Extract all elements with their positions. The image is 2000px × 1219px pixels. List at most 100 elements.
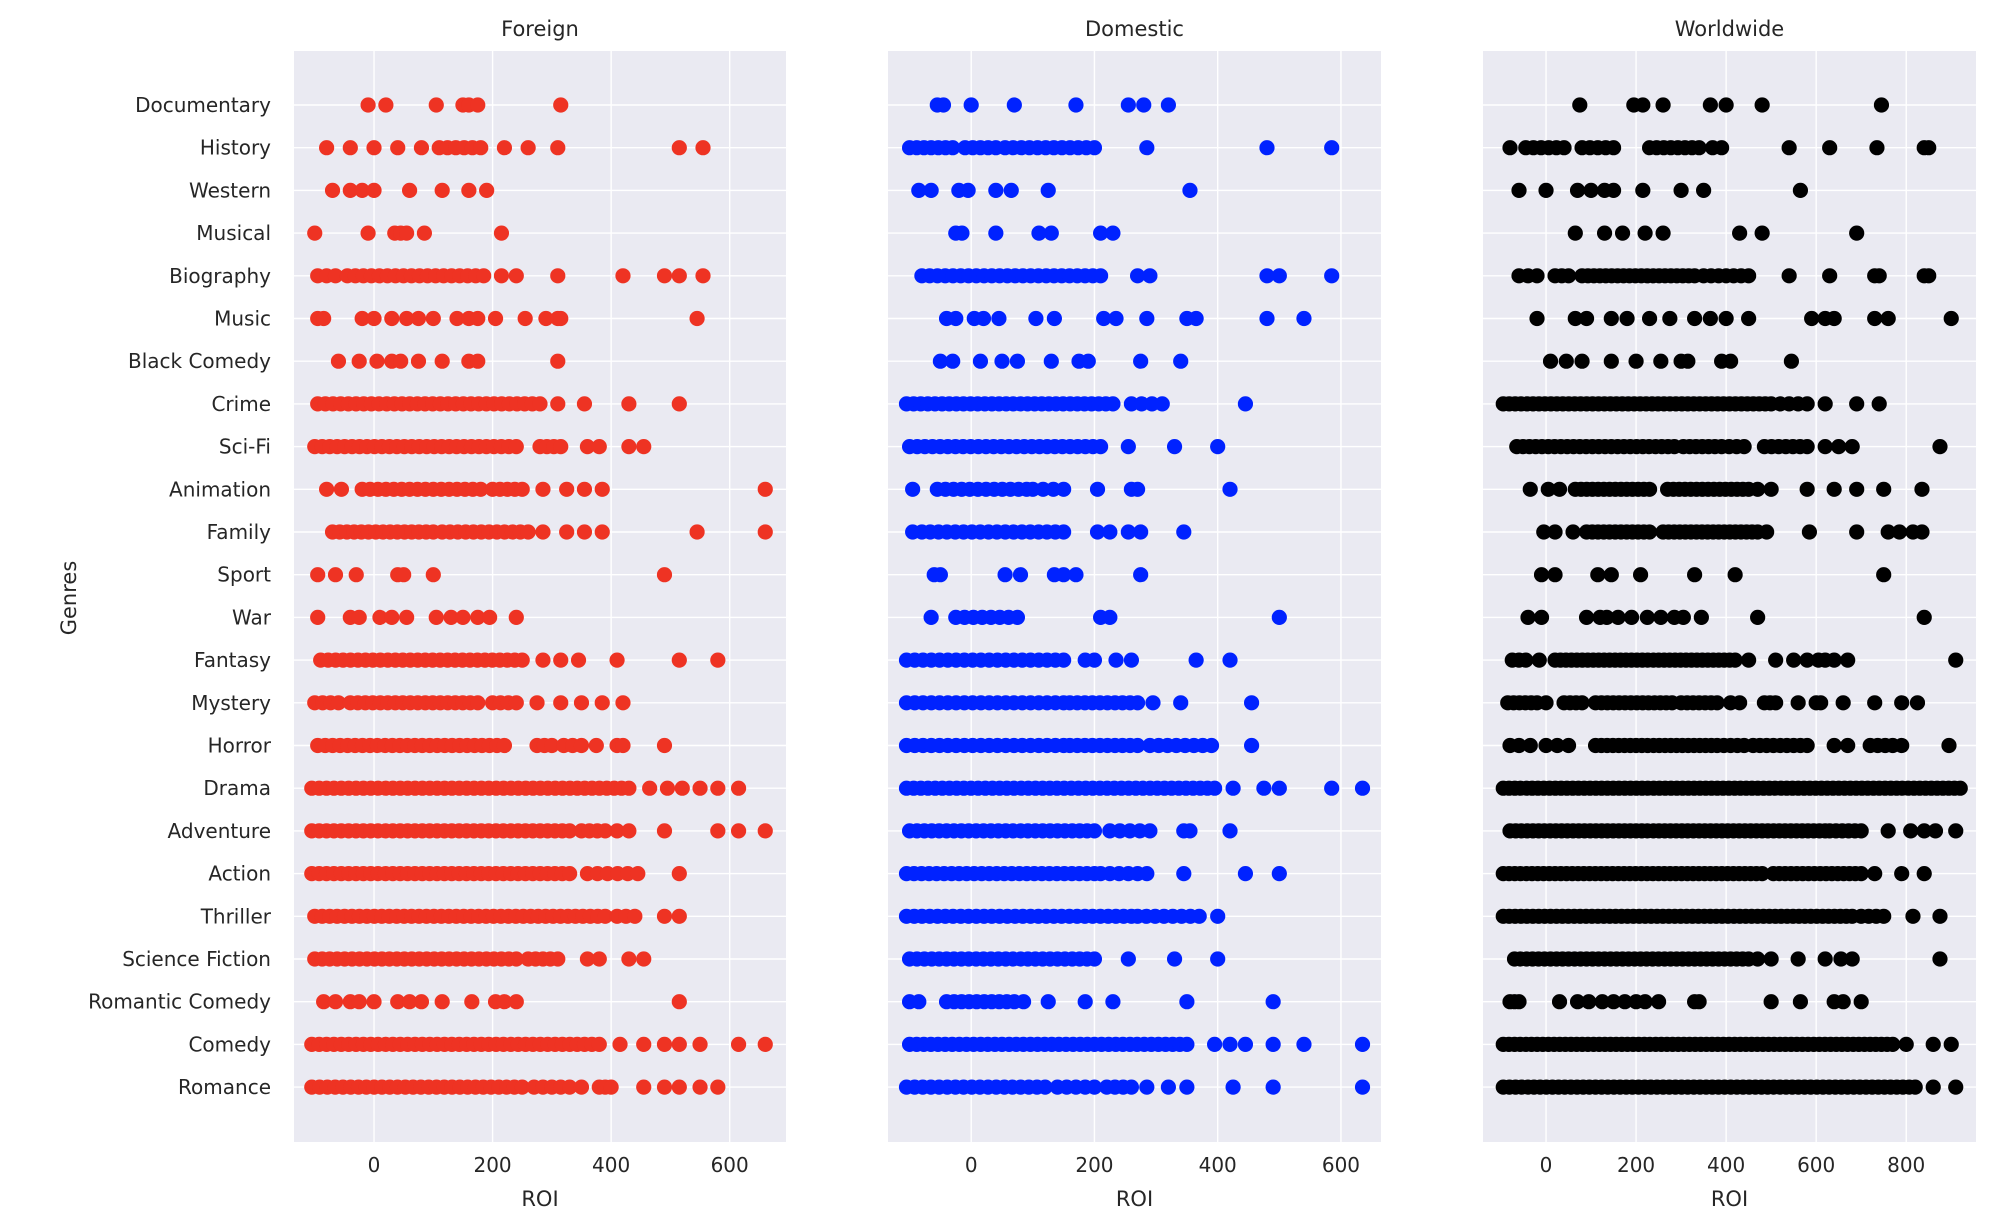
point-music [1702,310,1718,327]
point-music [449,310,465,327]
point-western [479,182,495,198]
point-documentary [1120,97,1136,113]
point-biography [1259,268,1275,284]
point-adventure [656,823,673,839]
point-music [384,310,400,327]
point-war [1520,609,1536,626]
point-history [473,140,489,156]
point-animation [319,481,335,497]
point-romantic-comedy [434,994,450,1010]
point-sport [1068,567,1084,583]
point-black-comedy [1628,353,1644,369]
point-musical [1596,225,1613,241]
point-comedy [591,1036,607,1052]
point-black-comedy [1680,353,1696,369]
point-thriller [1191,908,1207,924]
point-black-comedy [470,353,486,369]
point-musical [1614,225,1631,241]
point-horror [1243,737,1260,754]
point-crime [1849,396,1865,412]
point-western [354,182,370,198]
point-music [1096,310,1112,327]
point-horror [1511,737,1527,754]
point-music [410,310,427,327]
point-mystery [330,695,347,711]
point-fantasy [710,652,726,668]
point-horror [1522,737,1538,754]
point-romance [1265,1079,1281,1095]
point-adventure [1927,823,1944,839]
genre-label-musical: Musical [196,221,271,245]
point-romance [1037,1079,1053,1095]
point-romantic-comedy [508,994,524,1010]
point-music [1741,310,1757,327]
point-western [923,182,939,198]
x-tick-label: 600 [1322,1153,1360,1177]
point-animation [333,481,350,497]
point-fantasy [1123,652,1140,668]
point-crime [621,396,637,412]
genre-label-family: Family [207,520,272,544]
point-family [594,524,610,540]
point-horror [573,737,590,754]
point-western [1182,182,1198,198]
point-mystery [1867,695,1883,711]
point-drama [1225,780,1241,796]
point-comedy [1265,1036,1281,1052]
point-romance [562,1079,578,1095]
point-romantic-comedy [1792,994,1809,1010]
point-western [461,182,477,198]
series-points [898,97,1371,1095]
point-mystery [594,695,610,711]
point-musical [1849,225,1865,241]
point-music [1578,310,1595,327]
point-music [1028,310,1044,327]
point-horror [1799,737,1815,754]
point-documentary [1754,97,1770,113]
point-fantasy [1518,652,1534,668]
point-family [689,524,705,540]
point-biography [493,268,510,284]
point-fantasy [1840,652,1856,668]
panel-title: Worldwide [1675,17,1784,41]
point-music [1529,310,1545,327]
point-mystery [615,695,631,711]
plot-area [888,51,1381,1142]
point-animation [1826,481,1842,497]
point-biography [671,268,687,284]
point-music [1943,310,1959,327]
point-drama [621,780,637,796]
point-comedy [1925,1036,1941,1052]
point-western [366,182,382,198]
point-sci-fi [1736,439,1752,455]
x-tick-label: 400 [1199,1153,1237,1177]
point-sci-fi [1844,439,1860,455]
point-biography [695,268,711,284]
point-animation [1914,481,1930,497]
point-comedy [656,1036,673,1052]
point-music [689,310,705,327]
point-western [342,182,358,198]
point-action [1916,866,1932,882]
point-documentary [1006,97,1022,113]
point-history [1139,140,1155,156]
point-musical [399,225,415,241]
point-documentary [1068,97,1084,113]
point-romance [1948,1079,1964,1095]
point-horror [1941,737,1957,754]
point-comedy [636,1036,652,1052]
point-crime [1799,396,1815,412]
point-romance [1925,1079,1941,1095]
point-adventure [1182,823,1198,839]
point-history [319,140,335,156]
point-documentary [1718,97,1734,113]
point-comedy [730,1036,747,1052]
point-thriller [1905,908,1921,924]
point-family [1536,524,1552,540]
point-biography [508,268,524,284]
point-music [538,310,554,327]
point-science-fiction [1844,951,1860,967]
point-romantic-comedy [1105,994,1121,1010]
point-biography [476,268,492,284]
genre-label-documentary: Documentary [135,93,271,117]
